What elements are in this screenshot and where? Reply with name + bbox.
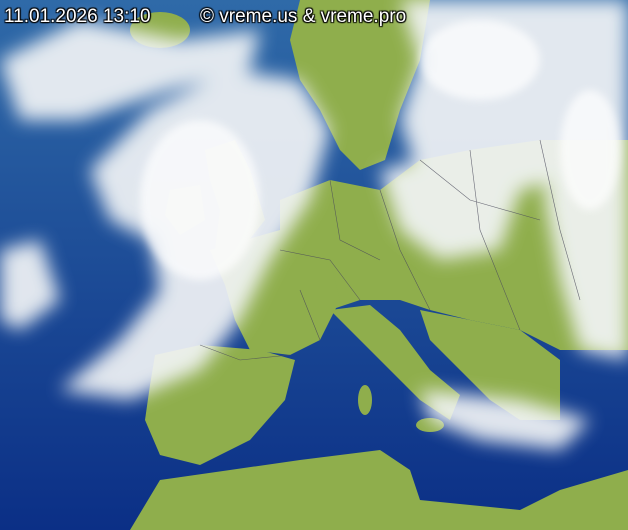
copyright-notice: © vreme.us & vreme.pro [200, 6, 407, 27]
land-north-africa [130, 450, 628, 530]
land-scandinavia [290, 0, 430, 170]
timestamp: 11.01.2026 13:10 [4, 6, 151, 27]
land-sardinia [358, 385, 372, 415]
cloud-north [0, 20, 260, 120]
cloud-highlights [140, 20, 620, 280]
country-borders [199, 139, 581, 361]
cloud-west [0, 240, 60, 330]
cloud-mediterranean [420, 390, 590, 450]
cloud-central [380, 150, 520, 260]
land-balkans [420, 310, 560, 420]
